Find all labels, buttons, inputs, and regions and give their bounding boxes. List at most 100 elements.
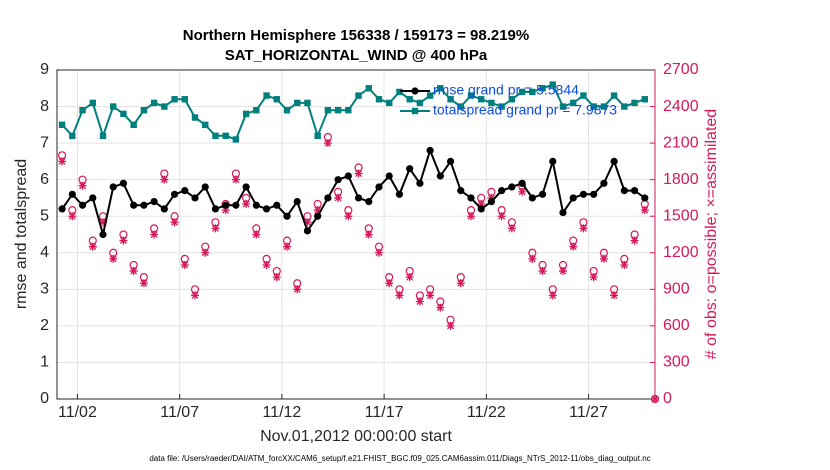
x-tick-label: 11/12 xyxy=(262,404,301,421)
marker xyxy=(549,81,556,88)
marker xyxy=(508,96,516,103)
marker xyxy=(99,218,107,227)
marker xyxy=(181,187,189,195)
marker xyxy=(386,99,393,107)
marker xyxy=(446,157,455,165)
marker xyxy=(529,88,536,96)
marker xyxy=(78,181,87,190)
marker xyxy=(294,99,301,107)
marker xyxy=(641,96,648,103)
marker xyxy=(119,236,128,245)
marker xyxy=(630,187,639,195)
marker xyxy=(79,107,86,114)
marker xyxy=(150,198,158,206)
marker xyxy=(477,200,486,209)
y2-tick-label: 1500 xyxy=(663,207,699,224)
marker xyxy=(181,96,188,103)
marker xyxy=(385,172,393,180)
marker xyxy=(150,99,158,107)
plot-area xyxy=(57,70,655,399)
legend-marker xyxy=(411,107,419,115)
marker xyxy=(99,132,107,139)
marker xyxy=(518,179,526,187)
marker xyxy=(283,107,291,114)
marker xyxy=(385,279,394,288)
marker xyxy=(150,230,159,239)
marker xyxy=(365,85,372,92)
marker xyxy=(396,88,403,96)
marker xyxy=(446,321,455,330)
marker xyxy=(651,395,659,403)
x-tick-label: 11/17 xyxy=(365,404,404,421)
marker xyxy=(252,230,261,239)
marker xyxy=(170,190,179,198)
marker xyxy=(303,227,312,235)
marker xyxy=(140,107,148,114)
y2-tick-label: 0 xyxy=(663,390,672,407)
marker xyxy=(253,107,260,114)
marker xyxy=(69,132,76,139)
marker xyxy=(110,103,117,110)
marker xyxy=(119,179,128,187)
marker xyxy=(375,96,383,103)
marker xyxy=(640,206,649,215)
y-tick-label: 6 xyxy=(40,171,49,188)
marker xyxy=(580,92,587,99)
marker xyxy=(518,88,526,96)
y-tick-label: 7 xyxy=(40,134,49,151)
x-tick-label: 11/07 xyxy=(160,404,199,421)
marker xyxy=(273,96,280,103)
marker xyxy=(140,201,148,209)
marker xyxy=(171,96,178,103)
marker xyxy=(170,218,179,227)
marker xyxy=(262,260,271,269)
marker xyxy=(139,279,148,288)
marker xyxy=(58,205,66,213)
marker xyxy=(161,103,168,110)
y-tick-label: 9 xyxy=(40,61,49,78)
marker xyxy=(457,103,464,110)
marker xyxy=(457,187,465,195)
marker xyxy=(344,212,353,221)
marker xyxy=(599,254,608,263)
marker xyxy=(242,110,250,118)
y2-tick-label: 2400 xyxy=(663,98,699,115)
marker xyxy=(211,205,220,213)
marker xyxy=(498,103,505,110)
marker xyxy=(222,132,229,139)
marker xyxy=(508,183,516,191)
marker xyxy=(212,132,219,139)
marker xyxy=(293,198,301,206)
marker xyxy=(222,201,230,209)
marker xyxy=(323,139,332,148)
y-tick-label: 3 xyxy=(40,281,49,298)
marker xyxy=(334,176,342,184)
marker xyxy=(621,103,628,110)
marker xyxy=(201,183,209,191)
marker xyxy=(375,248,383,257)
marker xyxy=(354,194,363,202)
marker xyxy=(109,183,117,191)
marker xyxy=(620,187,628,195)
marker xyxy=(600,103,608,110)
marker xyxy=(600,179,608,187)
marker xyxy=(160,175,169,184)
marker xyxy=(130,121,137,129)
chart-title: Northern Hemisphere 156338 / 159173 = 98… xyxy=(183,27,529,44)
marker xyxy=(68,190,76,198)
marker xyxy=(364,230,373,239)
marker xyxy=(416,179,424,187)
marker xyxy=(478,96,485,103)
marker xyxy=(232,201,240,209)
marker xyxy=(590,190,598,198)
marker xyxy=(201,248,210,257)
marker xyxy=(548,291,557,300)
marker xyxy=(641,194,649,202)
marker xyxy=(324,194,332,202)
marker xyxy=(130,201,138,209)
marker xyxy=(242,200,251,209)
legend-label: totalspread grand pr = 7.9873 xyxy=(433,102,617,118)
marker xyxy=(395,291,404,300)
marker xyxy=(447,96,454,103)
